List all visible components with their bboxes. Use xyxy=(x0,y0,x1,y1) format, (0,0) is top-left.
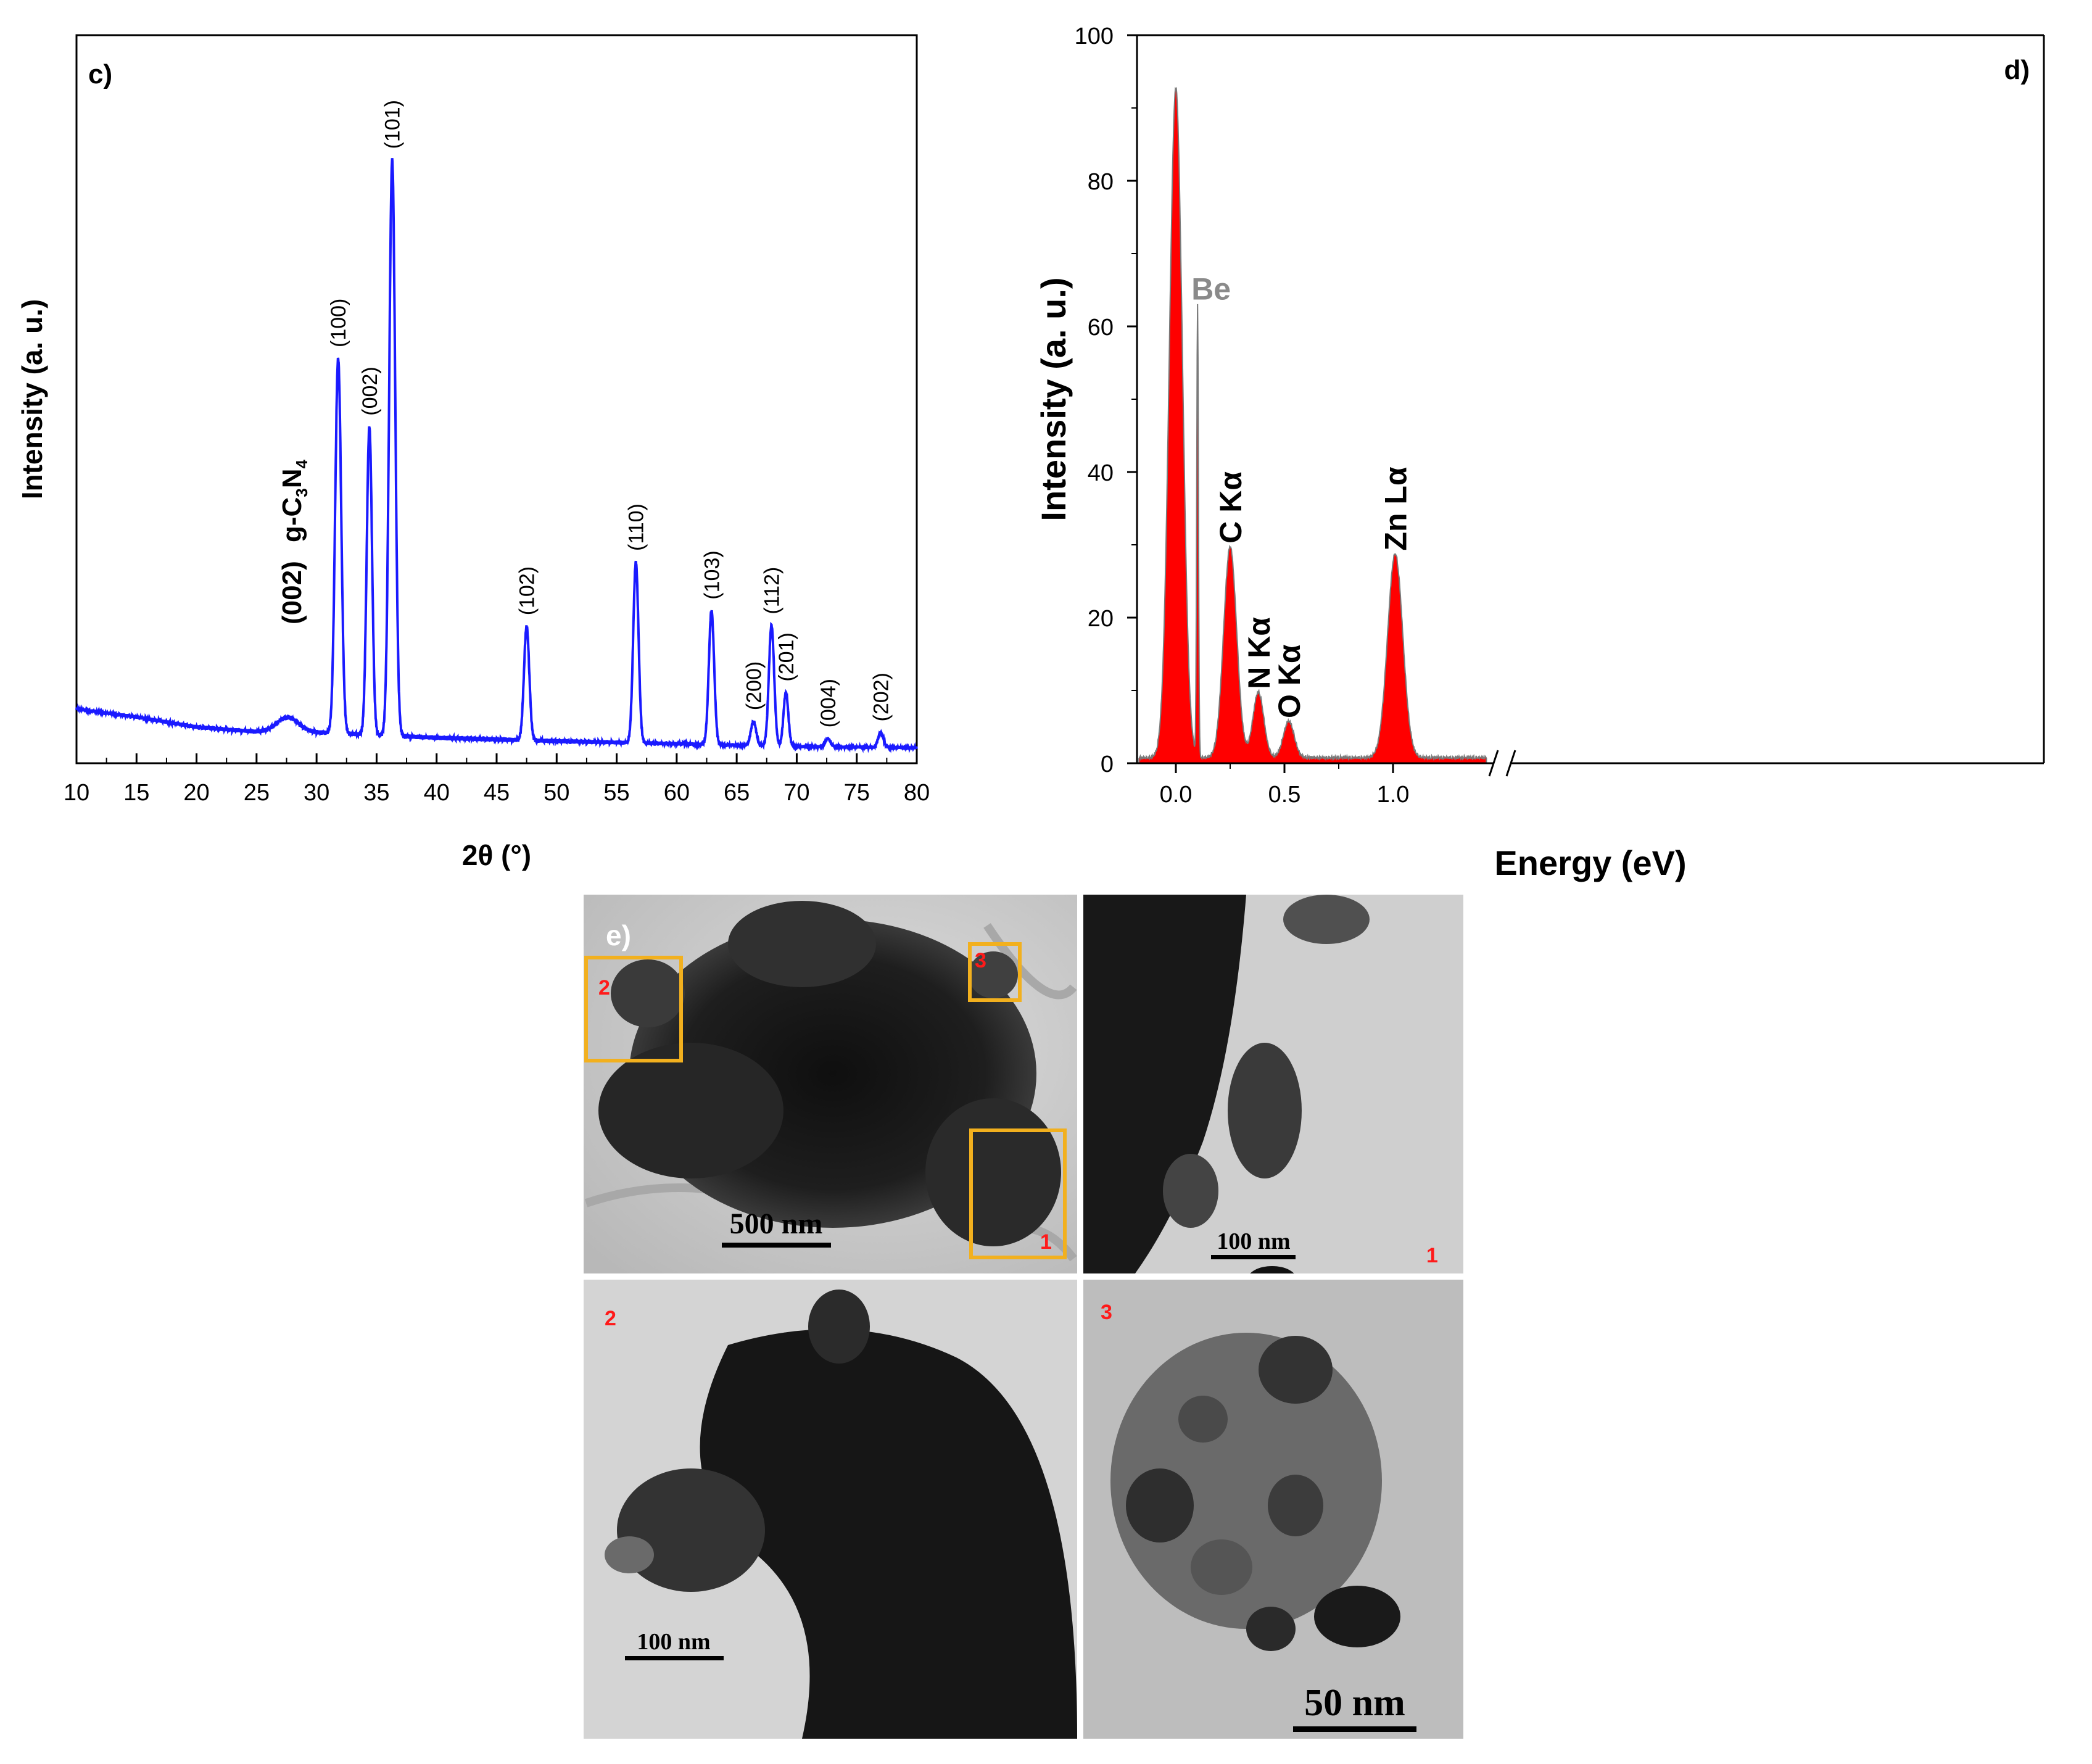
gcn-compound: g-C xyxy=(277,497,307,542)
xrd-peak-label: (101) xyxy=(381,100,405,149)
eds-peak-label: N Kα xyxy=(1242,617,1276,689)
eds-y-tick-label: 20 xyxy=(1088,606,1114,632)
scale-bar-zoom3 xyxy=(1293,1726,1416,1732)
xrd-peak-label: (201) xyxy=(775,632,798,681)
region-box-label-3: 3 xyxy=(975,949,986,972)
eds-y-tick-label: 60 xyxy=(1088,315,1114,341)
xrd-x-tick-label: 45 xyxy=(484,780,510,806)
xrd-peak-label: (103) xyxy=(700,550,724,599)
scale-bar-label-zoom1: 100 nm xyxy=(1217,1228,1290,1254)
xrd-x-tick-label: 70 xyxy=(783,780,809,806)
xrd-panel-label: c) xyxy=(88,59,112,89)
eds-x-label: Energy (eV) xyxy=(1494,843,1686,882)
xrd-x-tick-label: 80 xyxy=(904,780,930,806)
eds-y-tick-label: 0 xyxy=(1101,752,1114,777)
scale-bar-label-zoom2: 100 nm xyxy=(637,1629,710,1655)
xrd-peak-label: (102) xyxy=(516,566,539,615)
eds-y-tick-label: 100 xyxy=(1075,23,1114,49)
xrd-x-tick-label: 50 xyxy=(544,780,569,806)
xrd-series-line xyxy=(75,158,918,753)
scale-bar-label-500nm: 500 nm xyxy=(730,1207,823,1240)
xrd-x-tick-label: 25 xyxy=(244,780,270,806)
tile-marker-3: 3 xyxy=(1101,1301,1112,1324)
region-box-label-1: 1 xyxy=(1040,1230,1052,1254)
gcn-sub2: 4 xyxy=(292,459,311,468)
eds-y-label: Intensity (a. u.) xyxy=(1034,277,1073,521)
eds-series-area xyxy=(1138,86,1487,764)
xrd-x-tick-label: 20 xyxy=(183,780,209,806)
xrd-chart: c) 10 15 20 25 30 35 40 45 50 55 60 65 70 75 80 (100)(… xyxy=(16,34,930,871)
xrd-x-tick-label: 15 xyxy=(123,780,149,806)
xrd-peak-label: (112) xyxy=(761,567,784,615)
scale-bar-zoom1 xyxy=(1211,1255,1296,1259)
tem-overview-image xyxy=(584,895,1077,1273)
eds-peak-label: Be xyxy=(1191,271,1231,306)
xrd-peak-label: (110) xyxy=(625,503,648,551)
eds-y-tick-label: 40 xyxy=(1088,460,1114,486)
xrd-peak-label: (200) xyxy=(742,661,766,710)
eds-x-ticks: 0.00.51.07.58.08.59.09.510.0 xyxy=(1160,763,1410,808)
eds-peak-label: O Kα xyxy=(1272,644,1307,718)
tem-zoom1-image xyxy=(1083,895,1463,1273)
tem-zoom2-image xyxy=(584,1280,1077,1739)
scale-bar-zoom2 xyxy=(625,1656,724,1660)
region-box-label-2: 2 xyxy=(598,976,610,1000)
eds-panel-label: d) xyxy=(2004,55,2030,85)
xrd-x-tick-label: 75 xyxy=(844,780,870,806)
xrd-peak-label: (202) xyxy=(870,673,893,721)
tile-marker-2: 2 xyxy=(605,1307,616,1330)
tem-mosaic: 2 3 1 1 2 3 e) 500 nm 100 nm 100 nm 50 n… xyxy=(584,895,1463,1739)
region-box-2 xyxy=(584,956,683,1062)
xrd-x-tick-label: 30 xyxy=(304,780,329,806)
xrd-x-tick-label: 35 xyxy=(363,780,389,806)
gcn-sub1: 3 xyxy=(292,488,311,497)
xrd-peak-label: (002) xyxy=(358,366,382,415)
eds-peak-label: Zn Lα xyxy=(1379,466,1413,551)
gcn-label: (002) g-C3N4 xyxy=(277,459,311,624)
xrd-x-tick-label: 65 xyxy=(724,780,750,806)
gcn-prefix: (002) xyxy=(277,561,307,624)
xrd-peak-label: (100) xyxy=(327,299,350,347)
xrd-peak-labels: (100) (002) (101) (102) (110) (103) (200) (112)… xyxy=(327,100,893,727)
xrd-peak-label: (004) xyxy=(817,679,840,727)
xrd-y-label: Intensity (a. u.) xyxy=(16,299,48,500)
xrd-x-tick-label: 60 xyxy=(664,780,690,806)
eds-axis-break xyxy=(1488,750,1516,777)
tem-zoom3-image xyxy=(1083,1280,1463,1739)
xrd-x-tick-label: 40 xyxy=(424,780,450,806)
eds-x-tick-label: 1.0 xyxy=(1377,782,1410,808)
xrd-x-label: 2θ (°) xyxy=(462,839,531,871)
region-box-1 xyxy=(969,1128,1067,1259)
tile-marker-1: 1 xyxy=(1426,1244,1438,1267)
xrd-x-tick-label: 10 xyxy=(64,780,89,806)
xrd-x-ticks: 10 15 20 25 30 35 40 45 50 55 60 65 70 75 80 xyxy=(64,753,930,806)
tem-panel-label: e) xyxy=(606,919,631,951)
eds-y-tick-label: 80 xyxy=(1088,169,1114,195)
region-box-3 xyxy=(968,942,1022,1002)
xrd-x-tick-label: 55 xyxy=(603,780,629,806)
scale-bar-500nm xyxy=(722,1243,831,1248)
eds-peak-label: C Kα xyxy=(1213,471,1248,544)
eds-x-tick-label: 0.0 xyxy=(1160,782,1193,808)
gcn-mid: N xyxy=(277,468,307,488)
eds-x-tick-label: 0.5 xyxy=(1268,782,1301,808)
scale-bar-label-zoom3: 50 nm xyxy=(1304,1682,1405,1724)
eds-y-ticks: 0 20 40 60 80 100 xyxy=(1075,23,1137,777)
